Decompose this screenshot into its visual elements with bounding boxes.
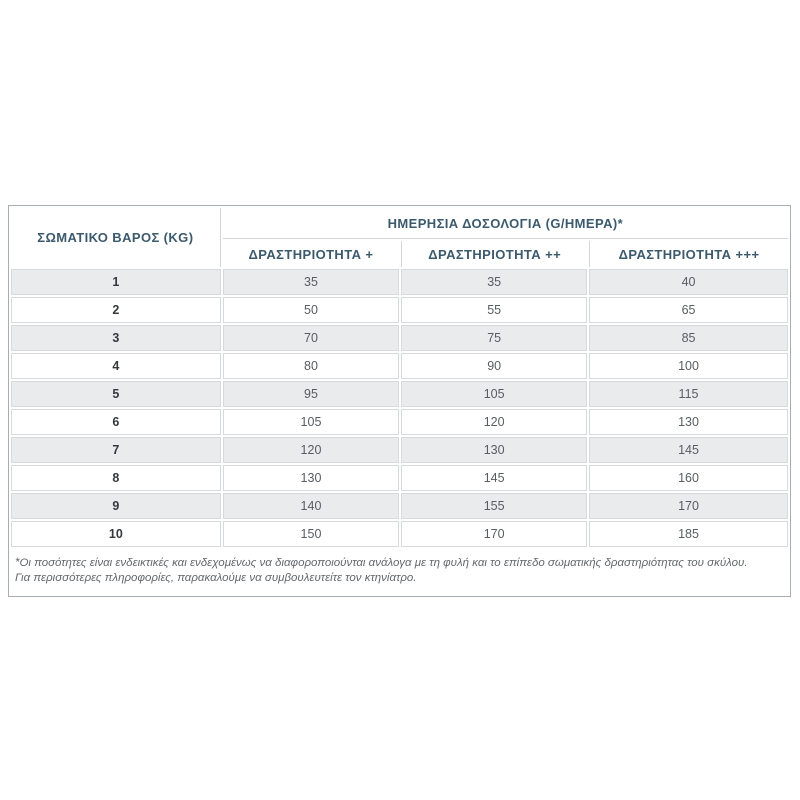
- dosage-cell: 65: [589, 297, 788, 323]
- dosage-cell: 130: [222, 465, 400, 491]
- dosage-cell: 120: [222, 437, 400, 463]
- activity-plus-header: ΔΡΑΣΤΗΡΙΟΤΗΤΑ +: [222, 241, 400, 267]
- weight-cell: 4: [11, 353, 221, 379]
- dosage-cell: 100: [589, 353, 788, 379]
- dosage-cell: 150: [222, 521, 400, 547]
- daily-dosage-group-header: ΗΜΕΡΗΣΙΑ ΔΟΣΟΛΟΓΙΑ (G/ΗΜΕΡΑ)*: [222, 208, 788, 239]
- footnote-line-2: Για περισσότερες πληροφορίες, παρακαλούμ…: [15, 572, 417, 584]
- weight-cell: 2: [11, 297, 221, 323]
- dosage-cell: 185: [589, 521, 788, 547]
- dosage-cell: 145: [589, 437, 788, 463]
- dosage-cell: 35: [401, 269, 588, 295]
- feeding-dosage-table: ΣΩΜΑΤΙΚΟ ΒΑΡΟΣ (KG) ΗΜΕΡΗΣΙΑ ΔΟΣΟΛΟΓΙΑ (…: [9, 206, 790, 549]
- dosage-cell: 80: [222, 353, 400, 379]
- dosage-cell: 95: [222, 381, 400, 407]
- weight-cell: 6: [11, 409, 221, 435]
- dosage-cell: 170: [401, 521, 588, 547]
- weight-cell: 9: [11, 493, 221, 519]
- table-row: 10 150 170 185: [11, 521, 788, 547]
- dosage-cell: 160: [589, 465, 788, 491]
- activity-plus-plus-header: ΔΡΑΣΤΗΡΙΟΤΗΤΑ ++: [401, 241, 588, 267]
- dosage-cell: 155: [401, 493, 588, 519]
- table-row: 8 130 145 160: [11, 465, 788, 491]
- dosage-cell: 50: [222, 297, 400, 323]
- dosage-cell: 130: [401, 437, 588, 463]
- dosage-cell: 105: [222, 409, 400, 435]
- weight-cell: 10: [11, 521, 221, 547]
- weight-cell: 1: [11, 269, 221, 295]
- dosage-cell: 140: [222, 493, 400, 519]
- activity-header-row: ΔΡΑΣΤΗΡΙΟΤΗΤΑ + ΔΡΑΣΤΗΡΙΟΤΗΤΑ ++ ΔΡΑΣΤΗΡ…: [11, 241, 788, 267]
- weight-cell: 8: [11, 465, 221, 491]
- dosage-cell: 145: [401, 465, 588, 491]
- dosage-cell: 90: [401, 353, 588, 379]
- weight-column-header: ΣΩΜΑΤΙΚΟ ΒΑΡΟΣ (KG): [11, 208, 221, 267]
- dosage-cell: 105: [401, 381, 588, 407]
- dosage-cell: 130: [589, 409, 788, 435]
- dosage-cell: 115: [589, 381, 788, 407]
- feeding-guide-container: ΣΩΜΑΤΙΚΟ ΒΑΡΟΣ (KG) ΗΜΕΡΗΣΙΑ ΔΟΣΟΛΟΓΙΑ (…: [8, 205, 791, 597]
- table-row: 1 35 35 40: [11, 269, 788, 295]
- table-row: 5 95 105 115: [11, 381, 788, 407]
- footnote: *Οι ποσότητες είναι ενδεικτικές και ενδε…: [9, 549, 790, 596]
- weight-cell: 5: [11, 381, 221, 407]
- dosage-cell: 35: [222, 269, 400, 295]
- activity-plus-plus-plus-header: ΔΡΑΣΤΗΡΙΟΤΗΤΑ +++: [589, 241, 788, 267]
- dosage-cell: 120: [401, 409, 588, 435]
- dosage-cell: 170: [589, 493, 788, 519]
- table-row: 4 80 90 100: [11, 353, 788, 379]
- footnote-line-1: *Οι ποσότητες είναι ενδεικτικές και ενδε…: [15, 557, 748, 569]
- table-row: 9 140 155 170: [11, 493, 788, 519]
- weight-cell: 7: [11, 437, 221, 463]
- group-header-row: ΣΩΜΑΤΙΚΟ ΒΑΡΟΣ (KG) ΗΜΕΡΗΣΙΑ ΔΟΣΟΛΟΓΙΑ (…: [11, 208, 788, 267]
- dosage-cell: 75: [401, 325, 588, 351]
- table-row: 3 70 75 85: [11, 325, 788, 351]
- dosage-cell: 55: [401, 297, 588, 323]
- weight-cell: 3: [11, 325, 221, 351]
- table-row: 6 105 120 130: [11, 409, 788, 435]
- dosage-cell: 40: [589, 269, 788, 295]
- table-row: 7 120 130 145: [11, 437, 788, 463]
- dosage-cell: 70: [222, 325, 400, 351]
- dosage-cell: 85: [589, 325, 788, 351]
- table-row: 2 50 55 65: [11, 297, 788, 323]
